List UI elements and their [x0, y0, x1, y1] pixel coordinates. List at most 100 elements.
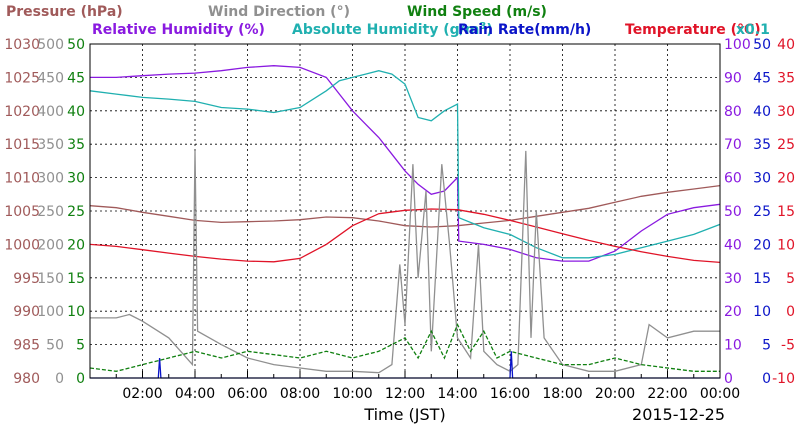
rain-rate-tick-label: 5 — [762, 338, 771, 354]
legend-entry: Absolute Humidity (g/m3) — [292, 21, 493, 39]
humidity-tick-label: 90 — [724, 70, 742, 86]
humidity-tick-label: 50 — [724, 204, 742, 220]
wind-direction-tick-label: 400 — [37, 104, 64, 120]
series-wind-speed-m-s — [89, 322, 720, 372]
wind-speed-tick-label: 15 — [67, 271, 85, 287]
temperature-tick-label: 5 — [786, 271, 795, 287]
temperature-tick-label: -10 — [772, 371, 795, 387]
legend-entry: Rain Rate(mm/h) — [458, 22, 591, 38]
x-tick-label: 18:00 — [542, 386, 582, 402]
x-tick-label: 14:00 — [437, 386, 477, 402]
abs-humidity-scale-label: x0.1 — [736, 22, 770, 38]
series-absolute-humidity-g-m3 — [89, 70, 721, 259]
rain-rate-tick-label: 0 — [762, 371, 771, 387]
rain-rate-tick-label: 20 — [753, 237, 771, 253]
wind-speed-tick-label: 25 — [67, 204, 85, 220]
wind-direction-tick-label: 50 — [46, 338, 64, 354]
x-tick-label: 12:00 — [385, 386, 425, 402]
humidity-tick-label: 80 — [724, 104, 742, 120]
rain-rate-tick-label: 30 — [753, 171, 771, 187]
wind-speed-tick-label: 5 — [76, 338, 85, 354]
wind-direction-tick-label: 300 — [37, 171, 64, 187]
rain-rate-tick-label: 25 — [753, 204, 771, 220]
temperature-tick-label: 25 — [777, 137, 795, 153]
wind-direction-tick-label: 250 — [37, 204, 64, 220]
humidity-tick-label: 40 — [724, 237, 742, 253]
x-tick-label: 20:00 — [595, 386, 635, 402]
series-layer — [89, 65, 721, 379]
x-tick-label: 08:00 — [280, 386, 320, 402]
series-pressure-hpa — [89, 184, 721, 228]
wind-speed-tick-label: 30 — [67, 171, 85, 187]
temperature-tick-label: 35 — [777, 70, 795, 86]
rain-rate-tick-label: 10 — [753, 304, 771, 320]
wind-direction-tick-label: 0 — [55, 371, 64, 387]
rain-rate-tick-label: 45 — [753, 70, 771, 86]
legend: Pressure (hPa) Wind Direction (°) Wind Spe… — [6, 4, 770, 38]
pressure-tick-label: 985 — [13, 338, 40, 354]
grid — [90, 44, 720, 378]
series-relative-humidity — [90, 65, 721, 262]
x-tick-label: 10:00 — [332, 386, 372, 402]
wind-speed-tick-label: 50 — [67, 37, 85, 53]
x-tick-label: 02:00 — [122, 386, 162, 402]
wind-direction-tick-label: 200 — [37, 237, 64, 253]
rain-rate-tick-label: 40 — [753, 104, 771, 120]
rain-rate-tick-label: 15 — [753, 271, 771, 287]
humidity-tick-label: 60 — [724, 171, 742, 187]
temperature-tick-label: 10 — [777, 237, 795, 253]
legend-entry: Wind Direction (°) — [208, 4, 350, 20]
pressure-tick-label: 980 — [13, 371, 40, 387]
rain-rate-tick-label: 35 — [753, 137, 771, 153]
wind-speed-tick-label: 45 — [67, 70, 85, 86]
wind-speed-tick-label: 35 — [67, 137, 85, 153]
date-label: 2015-12-25 — [632, 405, 725, 424]
x-tick-label: 00:00 — [700, 386, 740, 402]
rain-rate-tick-label: 50 — [753, 37, 771, 53]
x-tick-label: 16:00 — [490, 386, 530, 402]
pressure-tick-label: 1000 — [4, 237, 40, 253]
humidity-tick-label: 10 — [724, 338, 742, 354]
pressure-tick-label: 1020 — [4, 104, 40, 120]
humidity-tick-label: 0 — [724, 371, 733, 387]
wind-direction-tick-label: 500 — [37, 37, 64, 53]
legend-entry: Temperature (°C) — [625, 22, 761, 38]
wind-speed-tick-label: 20 — [67, 237, 85, 253]
x-tick-label: 22:00 — [647, 386, 687, 402]
wind-direction-tick-label: 150 — [37, 271, 64, 287]
x-axis-title: Time (JST) — [363, 405, 445, 424]
wind-speed-tick-label: 0 — [76, 371, 85, 387]
legend-entry: Pressure (hPa) — [6, 4, 123, 20]
temperature-tick-label: 30 — [777, 104, 795, 120]
temperature-tick-label: 40 — [777, 37, 795, 53]
legend-entry: Relative Humidity (%) — [92, 22, 265, 38]
temperature-tick-label: 20 — [777, 171, 795, 187]
pressure-tick-label: 1010 — [4, 171, 40, 187]
plot-frame — [89, 43, 721, 379]
pressure-tick-label: 990 — [13, 304, 40, 320]
wind-direction-tick-label: 350 — [37, 137, 64, 153]
pressure-tick-label: 1025 — [4, 70, 40, 86]
pressure-tick-label: 995 — [13, 271, 40, 287]
temperature-tick-label: 0 — [786, 304, 795, 320]
pressure-tick-label: 1030 — [4, 37, 40, 53]
pressure-tick-label: 1015 — [4, 137, 40, 153]
wind-direction-tick-label: 450 — [37, 70, 64, 86]
tick-labels: 1030102510201015101010051000995990985980… — [4, 37, 795, 402]
x-tick-label: 04:00 — [175, 386, 215, 402]
temperature-tick-label: 15 — [777, 204, 795, 220]
legend-entry: Wind Speed (m/s) — [407, 4, 547, 20]
series-temperature-c — [89, 208, 721, 264]
x-tick-label: 06:00 — [227, 386, 267, 402]
humidity-tick-label: 70 — [724, 137, 742, 153]
wind-speed-tick-label: 40 — [67, 104, 85, 120]
temperature-tick-label: -5 — [781, 338, 795, 354]
humidity-tick-label: 30 — [724, 271, 742, 287]
humidity-tick-label: 100 — [724, 37, 751, 53]
wind-speed-tick-label: 10 — [67, 304, 85, 320]
humidity-tick-label: 20 — [724, 304, 742, 320]
pressure-tick-label: 1005 — [4, 204, 40, 220]
wind-direction-tick-label: 100 — [37, 304, 64, 320]
